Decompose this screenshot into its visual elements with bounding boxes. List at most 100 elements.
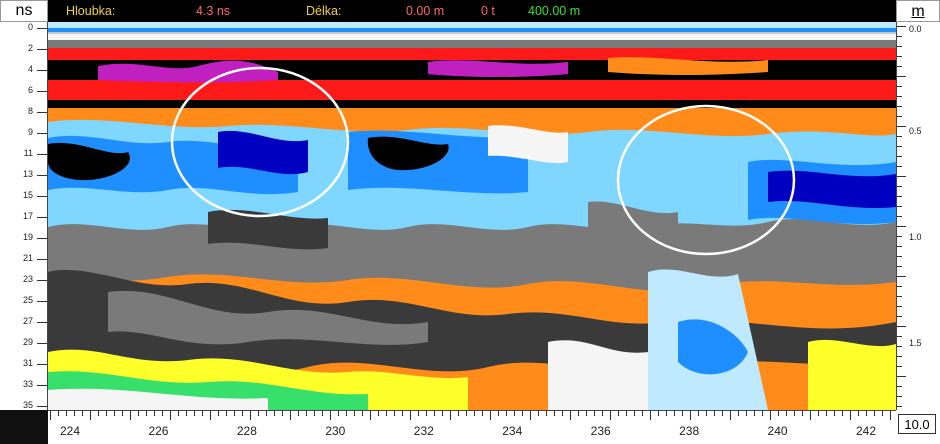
distance-tick-mark — [618, 411, 619, 416]
depth-tick-mark — [897, 196, 902, 197]
distance-tick-mark — [370, 411, 371, 420]
distance-tick-mark — [546, 411, 547, 416]
distance-tick-mark — [698, 411, 699, 416]
distance-tick-mark — [354, 411, 355, 416]
depth-tick-mark — [897, 186, 902, 187]
time-tick-mark — [37, 28, 47, 29]
depth-tick-mark — [897, 396, 902, 397]
blue-blob-bottom — [678, 319, 748, 375]
distance-tick-mark — [186, 411, 187, 416]
distance-tick-mark — [250, 411, 251, 420]
distance-tick-mark — [490, 411, 491, 420]
distance-tick-mark — [242, 411, 243, 416]
depth-tick-mark — [897, 76, 906, 77]
depth-tick-mark — [897, 116, 902, 117]
reflector-red-top — [48, 48, 896, 62]
white-layer-left — [48, 388, 268, 410]
distance-tick-mark — [634, 411, 635, 416]
time-tick-label: 2 — [27, 43, 33, 53]
distance-tick-label: 242 — [856, 424, 877, 438]
distance-tick-mark — [146, 411, 147, 416]
highlight-ellipse-right — [616, 104, 796, 256]
depth-tick-mark — [897, 36, 902, 37]
distance-tick-mark — [410, 411, 411, 420]
distance-tick-mark — [882, 411, 883, 416]
time-tick-label: 25 — [22, 295, 33, 305]
length-label: Délka: — [306, 4, 342, 18]
purple-patch-1 — [98, 60, 278, 83]
time-tick-mark — [37, 196, 47, 197]
time-tick-label: 11 — [23, 148, 33, 158]
depth-tick-mark — [897, 316, 902, 317]
depth-tick-mark — [897, 366, 902, 367]
scale-box[interactable]: 10.0 — [898, 414, 936, 434]
depth-axis: 0.0 0.5 1.0 1.5 — [896, 22, 940, 410]
distance-tick-mark — [874, 411, 875, 416]
distance-tick-mark — [394, 411, 395, 416]
distance-tick-mark — [626, 411, 627, 416]
distance-tick-mark — [818, 411, 819, 416]
total-length-value: 400.00 m — [528, 4, 581, 18]
distance-tick-mark — [522, 411, 523, 416]
distance-tick-mark — [498, 411, 499, 416]
distance-tick-label: 240 — [767, 424, 788, 438]
time-tick-label: 33 — [22, 379, 33, 389]
depth-tick-mark — [897, 306, 902, 307]
navy-patch-ellipse — [218, 130, 308, 175]
distance-tick-mark — [130, 411, 131, 420]
white-patch-mid — [488, 125, 568, 164]
depth-tick-mark — [897, 346, 902, 347]
distance-tick-mark — [746, 411, 747, 416]
depth-tick-mark — [897, 406, 902, 407]
distance-tick-mark — [562, 411, 563, 416]
time-tick-mark — [37, 112, 47, 113]
corner-left — [0, 410, 48, 444]
distance-tick-mark — [266, 411, 267, 416]
time-tick-label: 23 — [22, 274, 33, 284]
distance-tick-mark — [90, 411, 91, 420]
distance-tick-mark — [642, 411, 643, 416]
depth-tick-mark — [897, 336, 902, 337]
distance-tick-mark — [418, 411, 419, 416]
distance-tick-mark — [474, 411, 475, 416]
time-tick-label: 8 — [27, 106, 33, 116]
info-bar: Hloubka: 4.3 ns Délka: 0.00 m 0 t 400.00… — [48, 0, 896, 22]
distance-tick-mark — [802, 411, 803, 416]
distance-tick-mark — [74, 411, 75, 416]
distance-tick-mark — [850, 411, 851, 420]
distance-tick-mark — [210, 411, 211, 420]
distance-tick-mark — [386, 411, 387, 416]
surface-band-blue — [48, 28, 896, 32]
distance-tick-mark — [362, 411, 363, 416]
distance-tick-mark — [570, 411, 571, 420]
dark-patch-mid — [208, 209, 328, 250]
time-tick-mark — [37, 133, 47, 134]
time-tick-label: 21 — [22, 253, 33, 263]
time-tick-label: 17 — [22, 211, 33, 221]
time-tick-label: 9 — [27, 127, 33, 137]
time-tick-mark — [37, 301, 47, 302]
distance-tick-mark — [530, 411, 531, 420]
distance-tick-mark — [762, 411, 763, 416]
distance-tick-mark — [770, 411, 771, 420]
distance-tick-mark — [258, 411, 259, 416]
depth-tick-mark — [897, 266, 902, 267]
radargram-image[interactable] — [48, 22, 896, 410]
grey-patch-lower — [108, 290, 428, 345]
distance-tick-mark — [554, 411, 555, 416]
depth-tick-mark — [897, 96, 902, 97]
distance-tick-mark — [594, 411, 595, 416]
depth-tick-mark — [897, 356, 902, 357]
distance-tick-mark — [466, 411, 467, 416]
depth-tick-mark — [897, 86, 902, 87]
time-tick-label: 35 — [22, 400, 33, 410]
distance-tick-mark — [658, 411, 659, 416]
distance-tick-label: 230 — [325, 424, 346, 438]
time-tick-label: 4 — [27, 64, 33, 74]
time-tick-mark — [37, 280, 47, 281]
time-axis: 0 2 4 6 8 9 11 13 15 17 19 21 23 25 27 29 31 33 35 — [0, 22, 48, 410]
distance-tick-mark — [290, 411, 291, 420]
distance-tick-mark — [754, 411, 755, 416]
depth-tick-mark — [897, 26, 906, 27]
reflector-red-bottom — [48, 80, 896, 102]
